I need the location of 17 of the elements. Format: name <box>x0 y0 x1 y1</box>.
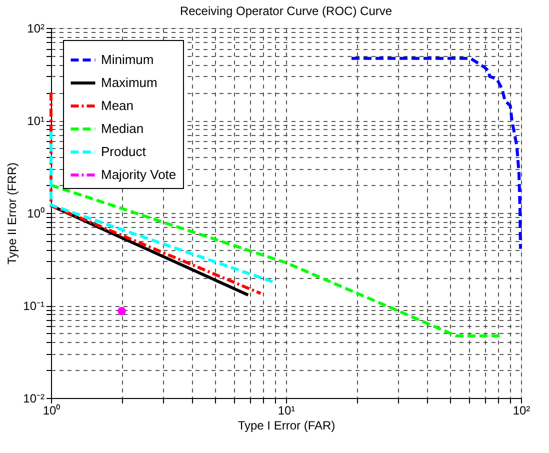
legend-label: Minimum <box>101 52 154 67</box>
y-tick-label: 10² <box>27 22 45 36</box>
legend-label: Product <box>101 144 146 159</box>
legend-label: Mean <box>101 98 134 113</box>
x-tick-label: 10⁰ <box>42 404 60 418</box>
y-tick-label: 10¹ <box>27 114 45 128</box>
y-tick-label: 10⁻¹ <box>23 299 45 313</box>
x-tick-label: 10¹ <box>278 404 296 418</box>
y-tick-label: 10⁰ <box>27 206 44 220</box>
legend-label: Maximum <box>101 75 158 90</box>
x-tick-label: 10² <box>512 404 530 418</box>
legend-label: Majority Vote <box>101 167 176 182</box>
y-tick-label: 10⁻² <box>23 392 45 406</box>
legend-label: Median <box>101 121 144 136</box>
chart-title: Receiving Operator Curve (ROC) Curve <box>180 4 392 18</box>
y-axis-title: Type II Error (FRR) <box>5 162 20 265</box>
x-axis-title: Type I Error (FAR) <box>238 418 336 432</box>
